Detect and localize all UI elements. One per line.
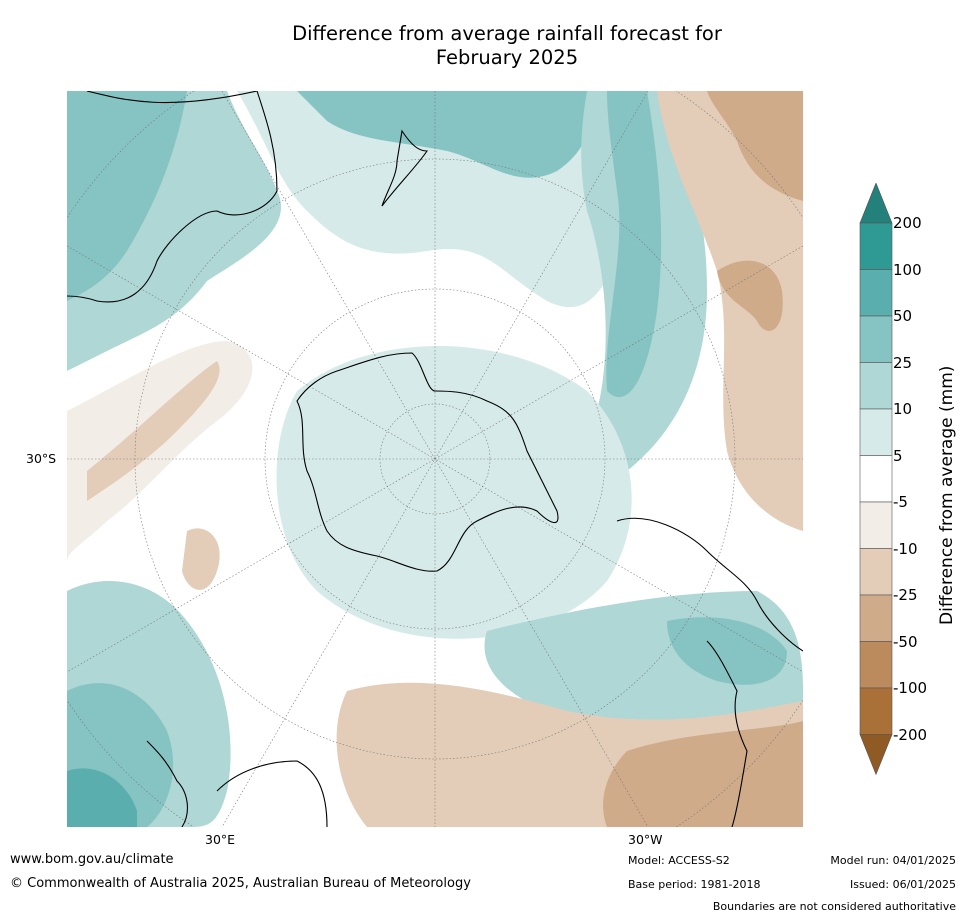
model-text: Model: ACCESS-S2 xyxy=(628,854,730,867)
new-zealand-coast xyxy=(381,129,429,207)
colorbar-tick-label: 10 xyxy=(893,400,913,418)
graticule xyxy=(67,91,803,827)
copyright-text: © Commonwealth of Australia 2025, Austra… xyxy=(10,876,471,891)
colorbar-tick-label: -5 xyxy=(893,493,908,511)
title-line-1: Difference from average rainfall forecas… xyxy=(292,22,722,45)
antarctica-coast xyxy=(296,352,559,572)
colorbar-tick-label: 25 xyxy=(893,353,913,372)
map-canvas xyxy=(67,91,803,827)
wet-core-se xyxy=(667,617,787,685)
anomaly-regions xyxy=(67,91,803,827)
colorbar xyxy=(859,183,893,776)
colorbar-segment xyxy=(859,594,893,642)
colorbar-segment xyxy=(859,548,893,596)
model-run-text: Model run: 04/01/2025 xyxy=(830,854,956,867)
colorbar-tick-label: 100 xyxy=(893,260,922,279)
colorbar-segment xyxy=(859,269,893,317)
issued-text: Issued: 06/01/2025 xyxy=(849,878,956,891)
longitude-label-30e: 30°E xyxy=(205,832,236,847)
africa-coast xyxy=(146,740,188,827)
colorbar-extend-bottom xyxy=(859,734,893,776)
dry-spot-sw xyxy=(182,528,220,590)
colorbar-tick-label: -10 xyxy=(893,539,918,558)
website-link[interactable]: www.bom.gov.au/climate xyxy=(10,852,174,867)
base-period-text: Base period: 1981-2018 xyxy=(628,878,761,891)
polar-rainfall-map xyxy=(67,91,803,827)
dry-core-west xyxy=(87,361,220,501)
colorbar-segment xyxy=(859,641,893,689)
colorbar-tick-label: 50 xyxy=(893,307,913,325)
south-america-coast xyxy=(616,517,803,652)
dry-core-south xyxy=(603,721,803,827)
wet-core-east xyxy=(606,91,662,398)
south-america-coast-2 xyxy=(706,640,748,827)
dry-spot-ne xyxy=(717,260,783,331)
wet-core-nw xyxy=(67,91,187,301)
colorbar-tick-label: 5 xyxy=(893,446,903,465)
colorbar-segment xyxy=(859,362,893,410)
colorbar-tick-label: -25 xyxy=(893,586,918,604)
africa-south-coast xyxy=(216,760,328,827)
australia-coast xyxy=(67,91,278,303)
colorbar-tick-label: -50 xyxy=(893,632,918,651)
colorbar-segment xyxy=(859,315,893,363)
colorbar-segment xyxy=(859,501,893,549)
colorbar-segment xyxy=(859,222,893,270)
wet-ring-antarctica xyxy=(276,346,632,639)
colorbar-extend-top xyxy=(859,183,893,224)
title-line-2: February 2025 xyxy=(435,46,579,69)
dry-region-west xyxy=(67,341,253,561)
map-title: Difference from average rainfall forecas… xyxy=(0,22,965,70)
colorbar-segment xyxy=(859,455,893,503)
colorbar-tick-label: -100 xyxy=(893,679,928,697)
colorbar-title: Difference from average (mm) xyxy=(937,365,957,625)
wet-core-north xyxy=(297,91,591,178)
dry-core-ne xyxy=(707,91,803,201)
disclaimer-text: Boundaries are not considered authoritat… xyxy=(712,900,956,913)
latitude-label-30s: 30°S xyxy=(26,451,57,466)
wet-deep-sw xyxy=(67,768,137,827)
colorbar-tick-label: -200 xyxy=(893,725,928,744)
colorbar-tick-label: 200 xyxy=(893,214,922,232)
coastlines xyxy=(67,91,803,827)
colorbar-segment xyxy=(859,687,893,735)
colorbar-segments xyxy=(859,183,893,776)
longitude-label-30w: 30°W xyxy=(628,832,663,847)
dry-region-ne xyxy=(657,91,803,531)
colorbar-segment xyxy=(859,408,893,456)
